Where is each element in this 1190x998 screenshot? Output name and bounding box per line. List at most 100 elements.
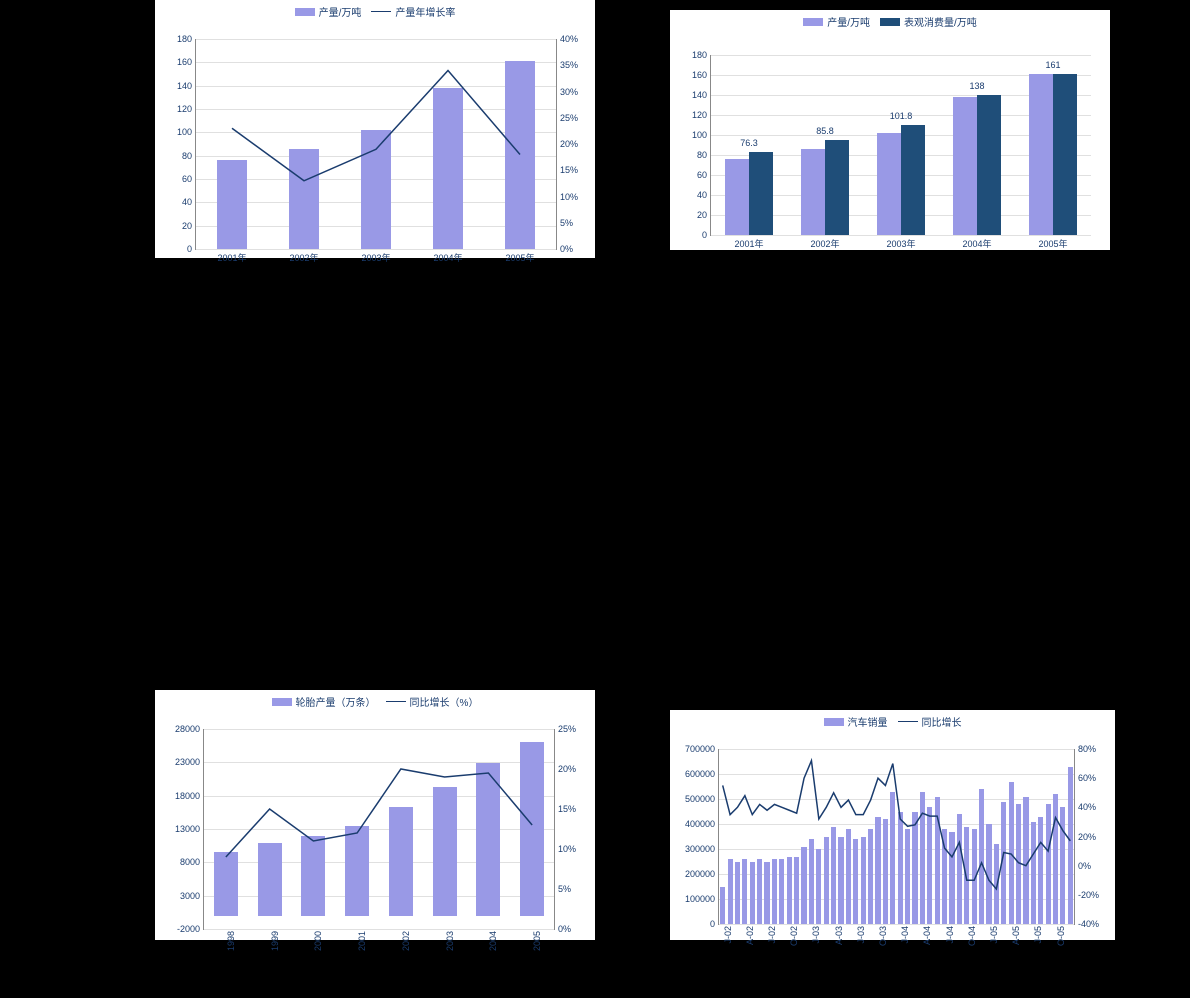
- bar-series2: [749, 152, 773, 235]
- plot-area: 0204060801001201401601800%5%10%15%20%25%…: [195, 39, 557, 250]
- y-tick: 400000: [685, 819, 715, 829]
- bar-series2: [977, 95, 1001, 235]
- legend-label: 产量年增长率: [395, 4, 455, 19]
- bar-series2: [1053, 74, 1077, 235]
- x-tick: 2005年: [1038, 237, 1067, 250]
- x-tick: O-02: [789, 926, 799, 946]
- line-series: [196, 39, 556, 249]
- x-tick: 2004: [488, 931, 498, 951]
- line-icon: [371, 11, 391, 12]
- legend-label: 轮胎产量（万条）: [296, 694, 376, 709]
- y2-tick: 20%: [560, 139, 578, 149]
- y-tick: 0: [702, 230, 707, 240]
- y-tick: 20: [182, 221, 192, 231]
- x-tick: O-05: [1056, 926, 1066, 946]
- legend: 产量/万吨表观消费量/万吨: [670, 10, 1110, 29]
- y-tick: 140: [692, 90, 707, 100]
- x-tick: J-03: [811, 926, 821, 944]
- x-tick: A-05: [1011, 926, 1021, 945]
- y2-tick: 5%: [560, 218, 573, 228]
- y-tick: 40: [697, 190, 707, 200]
- y-tick: 140: [177, 81, 192, 91]
- data-label: 85.8: [816, 126, 834, 136]
- box-icon: [824, 718, 844, 726]
- y2-tick: 0%: [558, 924, 571, 934]
- x-tick: J-05: [1033, 926, 1043, 944]
- box-icon: [880, 18, 900, 26]
- y-tick: 700000: [685, 744, 715, 754]
- y-tick: 40: [182, 197, 192, 207]
- bar-series2: [825, 140, 849, 235]
- y2-tick: -40%: [1078, 919, 1099, 929]
- x-tick: O-03: [878, 926, 888, 946]
- y2-tick: 25%: [558, 724, 576, 734]
- box-icon: [272, 698, 292, 706]
- x-tick: 1999: [270, 931, 280, 951]
- bar-series2: [901, 125, 925, 235]
- x-tick: J-02: [767, 926, 777, 944]
- y-tick: 20: [697, 210, 707, 220]
- x-tick: J-03: [856, 926, 866, 944]
- x-tick: 2005: [532, 931, 542, 951]
- y2-tick: 5%: [558, 884, 571, 894]
- x-tick: J-04: [900, 926, 910, 944]
- legend-item: 同比增长（%）: [386, 694, 479, 709]
- plot-area: 0204060801001201401601802001年76.32002年85…: [710, 55, 1091, 236]
- x-tick: 2003年: [361, 251, 390, 264]
- y-tick: 3000: [180, 891, 200, 901]
- legend: 汽车销量同比增长: [670, 710, 1115, 729]
- x-tick: 2002年: [289, 251, 318, 264]
- y2-tick: 10%: [558, 844, 576, 854]
- x-tick: 2000: [313, 931, 323, 951]
- chart-car-sales: 汽车销量同比增长 0100000200000300000400000500000…: [670, 710, 1115, 940]
- bar-series1: [1029, 74, 1053, 235]
- legend-item: 表观消费量/万吨: [880, 14, 977, 29]
- x-tick: 2002年: [810, 237, 839, 250]
- y-tick: 200000: [685, 869, 715, 879]
- y-tick: 18000: [175, 791, 200, 801]
- legend-label: 同比增长: [922, 714, 962, 729]
- y2-tick: 35%: [560, 60, 578, 70]
- y2-tick: 0%: [560, 244, 573, 254]
- line-icon: [386, 701, 406, 702]
- y2-tick: 10%: [560, 192, 578, 202]
- y-tick: 60: [182, 174, 192, 184]
- plot-area: 0100000200000300000400000500000600000700…: [718, 749, 1075, 925]
- chart-tire-production: 轮胎产量（万条）同比增长（%） -20003000800013000180002…: [155, 690, 595, 940]
- line-series: [719, 749, 1074, 924]
- y-tick: 80: [182, 151, 192, 161]
- data-label: 76.3: [740, 138, 758, 148]
- y2-tick: 20%: [1078, 832, 1096, 842]
- y2-tick: 40%: [560, 34, 578, 44]
- y2-tick: 15%: [560, 165, 578, 175]
- x-tick: 2001年: [217, 251, 246, 264]
- y-tick: 500000: [685, 794, 715, 804]
- box-icon: [295, 8, 315, 16]
- y-tick: 13000: [175, 824, 200, 834]
- bar-series1: [801, 149, 825, 235]
- data-label: 101.8: [890, 111, 913, 121]
- y-tick: 180: [177, 34, 192, 44]
- y2-tick: 60%: [1078, 773, 1096, 783]
- x-tick: 1998: [226, 931, 236, 951]
- y-tick: 0: [710, 919, 715, 929]
- x-tick: 2001年: [734, 237, 763, 250]
- legend-label: 产量/万吨: [319, 4, 362, 19]
- legend-item: 轮胎产量（万条）: [272, 694, 376, 709]
- y-tick: -2000: [177, 924, 200, 934]
- y2-tick: 25%: [560, 113, 578, 123]
- x-tick: 2003: [445, 931, 455, 951]
- y-tick: 180: [692, 50, 707, 60]
- y-tick: 28000: [175, 724, 200, 734]
- legend-item: 产量年增长率: [371, 4, 455, 19]
- line-series: [204, 729, 554, 929]
- x-tick: A-02: [745, 926, 755, 945]
- y-tick: 300000: [685, 844, 715, 854]
- line-icon: [898, 721, 918, 722]
- y-tick: 23000: [175, 757, 200, 767]
- x-tick: 2004年: [962, 237, 991, 250]
- y-tick: 80: [697, 150, 707, 160]
- x-tick: J-02: [723, 926, 733, 944]
- y-tick: 100: [692, 130, 707, 140]
- legend-item: 产量/万吨: [803, 14, 870, 29]
